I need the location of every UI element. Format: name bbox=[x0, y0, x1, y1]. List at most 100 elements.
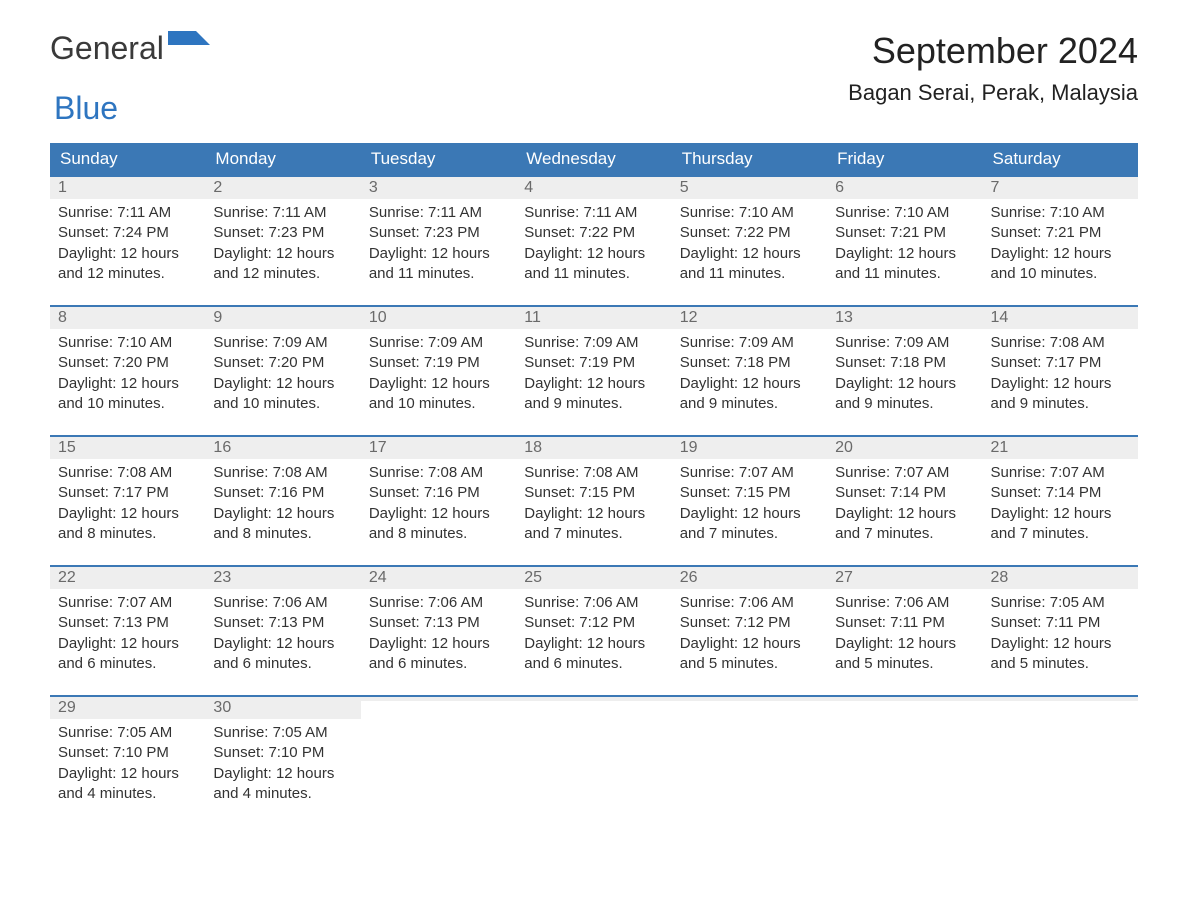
day-dl2: and 9 minutes. bbox=[524, 394, 663, 414]
day-sunrise: Sunrise: 7:06 AM bbox=[369, 593, 508, 613]
day-sunset: Sunset: 7:23 PM bbox=[369, 223, 508, 243]
day-content: Sunrise: 7:09 AMSunset: 7:18 PMDaylight:… bbox=[827, 329, 982, 422]
day-dl2: and 4 minutes. bbox=[213, 784, 352, 804]
day-number: 8 bbox=[50, 307, 205, 329]
day-dl1: Daylight: 12 hours bbox=[991, 244, 1130, 264]
day-dl2: and 8 minutes. bbox=[213, 524, 352, 544]
day-cell: 23Sunrise: 7:06 AMSunset: 7:13 PMDayligh… bbox=[205, 567, 360, 687]
days-of-week-row: Sunday Monday Tuesday Wednesday Thursday… bbox=[50, 143, 1138, 175]
day-content: Sunrise: 7:05 AMSunset: 7:11 PMDaylight:… bbox=[983, 589, 1138, 682]
day-content: Sunrise: 7:08 AMSunset: 7:17 PMDaylight:… bbox=[50, 459, 205, 552]
day-cell: 17Sunrise: 7:08 AMSunset: 7:16 PMDayligh… bbox=[361, 437, 516, 557]
day-content: Sunrise: 7:10 AMSunset: 7:21 PMDaylight:… bbox=[827, 199, 982, 292]
day-number: 10 bbox=[361, 307, 516, 329]
day-dl1: Daylight: 12 hours bbox=[58, 764, 197, 784]
day-dl1: Daylight: 12 hours bbox=[369, 504, 508, 524]
day-cell: 2Sunrise: 7:11 AMSunset: 7:23 PMDaylight… bbox=[205, 177, 360, 297]
day-content: Sunrise: 7:11 AMSunset: 7:24 PMDaylight:… bbox=[50, 199, 205, 292]
day-content: Sunrise: 7:08 AMSunset: 7:15 PMDaylight:… bbox=[516, 459, 671, 552]
day-dl1: Daylight: 12 hours bbox=[369, 634, 508, 654]
day-sunset: Sunset: 7:22 PM bbox=[524, 223, 663, 243]
day-sunrise: Sunrise: 7:06 AM bbox=[680, 593, 819, 613]
day-sunrise: Sunrise: 7:11 AM bbox=[213, 203, 352, 223]
day-dl1: Daylight: 12 hours bbox=[524, 504, 663, 524]
week-row: 29Sunrise: 7:05 AMSunset: 7:10 PMDayligh… bbox=[50, 695, 1138, 817]
day-dl2: and 11 minutes. bbox=[835, 264, 974, 284]
day-dl2: and 8 minutes. bbox=[58, 524, 197, 544]
day-number: 2 bbox=[205, 177, 360, 199]
day-content: Sunrise: 7:11 AMSunset: 7:22 PMDaylight:… bbox=[516, 199, 671, 292]
day-cell: 14Sunrise: 7:08 AMSunset: 7:17 PMDayligh… bbox=[983, 307, 1138, 427]
day-dl1: Daylight: 12 hours bbox=[524, 244, 663, 264]
day-dl2: and 6 minutes. bbox=[213, 654, 352, 674]
day-number: 9 bbox=[205, 307, 360, 329]
day-sunrise: Sunrise: 7:09 AM bbox=[213, 333, 352, 353]
day-number: 26 bbox=[672, 567, 827, 589]
day-number: 4 bbox=[516, 177, 671, 199]
day-number: 6 bbox=[827, 177, 982, 199]
day-sunset: Sunset: 7:11 PM bbox=[991, 613, 1130, 633]
day-sunset: Sunset: 7:13 PM bbox=[58, 613, 197, 633]
day-sunset: Sunset: 7:21 PM bbox=[991, 223, 1130, 243]
day-content: Sunrise: 7:06 AMSunset: 7:12 PMDaylight:… bbox=[516, 589, 671, 682]
day-cell: 9Sunrise: 7:09 AMSunset: 7:20 PMDaylight… bbox=[205, 307, 360, 427]
day-content: Sunrise: 7:05 AMSunset: 7:10 PMDaylight:… bbox=[205, 719, 360, 812]
day-sunrise: Sunrise: 7:07 AM bbox=[991, 463, 1130, 483]
day-dl2: and 10 minutes. bbox=[369, 394, 508, 414]
day-dl1: Daylight: 12 hours bbox=[835, 244, 974, 264]
day-dl1: Daylight: 12 hours bbox=[991, 374, 1130, 394]
day-sunrise: Sunrise: 7:09 AM bbox=[835, 333, 974, 353]
month-title: September 2024 bbox=[848, 30, 1138, 72]
dow-monday: Monday bbox=[205, 143, 360, 175]
day-dl2: and 9 minutes. bbox=[680, 394, 819, 414]
day-sunset: Sunset: 7:17 PM bbox=[58, 483, 197, 503]
day-dl2: and 7 minutes. bbox=[835, 524, 974, 544]
day-cell: 19Sunrise: 7:07 AMSunset: 7:15 PMDayligh… bbox=[672, 437, 827, 557]
day-cell bbox=[516, 697, 671, 817]
day-cell: 7Sunrise: 7:10 AMSunset: 7:21 PMDaylight… bbox=[983, 177, 1138, 297]
day-number: 5 bbox=[672, 177, 827, 199]
dow-tuesday: Tuesday bbox=[361, 143, 516, 175]
day-dl1: Daylight: 12 hours bbox=[680, 374, 819, 394]
day-cell: 15Sunrise: 7:08 AMSunset: 7:17 PMDayligh… bbox=[50, 437, 205, 557]
day-sunset: Sunset: 7:18 PM bbox=[835, 353, 974, 373]
day-sunrise: Sunrise: 7:07 AM bbox=[680, 463, 819, 483]
day-dl2: and 10 minutes. bbox=[213, 394, 352, 414]
day-number: 28 bbox=[983, 567, 1138, 589]
day-content: Sunrise: 7:07 AMSunset: 7:13 PMDaylight:… bbox=[50, 589, 205, 682]
day-sunrise: Sunrise: 7:09 AM bbox=[524, 333, 663, 353]
day-dl2: and 8 minutes. bbox=[369, 524, 508, 544]
day-sunrise: Sunrise: 7:06 AM bbox=[524, 593, 663, 613]
day-content: Sunrise: 7:10 AMSunset: 7:21 PMDaylight:… bbox=[983, 199, 1138, 292]
day-dl1: Daylight: 12 hours bbox=[213, 764, 352, 784]
day-dl2: and 12 minutes. bbox=[213, 264, 352, 284]
day-sunset: Sunset: 7:10 PM bbox=[58, 743, 197, 763]
day-sunset: Sunset: 7:13 PM bbox=[213, 613, 352, 633]
day-sunset: Sunset: 7:21 PM bbox=[835, 223, 974, 243]
day-number: 21 bbox=[983, 437, 1138, 459]
day-content: Sunrise: 7:05 AMSunset: 7:10 PMDaylight:… bbox=[50, 719, 205, 812]
day-sunrise: Sunrise: 7:11 AM bbox=[58, 203, 197, 223]
day-sunrise: Sunrise: 7:11 AM bbox=[369, 203, 508, 223]
day-content: Sunrise: 7:06 AMSunset: 7:13 PMDaylight:… bbox=[361, 589, 516, 682]
day-sunrise: Sunrise: 7:10 AM bbox=[680, 203, 819, 223]
day-sunset: Sunset: 7:19 PM bbox=[524, 353, 663, 373]
day-sunset: Sunset: 7:16 PM bbox=[369, 483, 508, 503]
day-sunrise: Sunrise: 7:07 AM bbox=[835, 463, 974, 483]
day-content: Sunrise: 7:10 AMSunset: 7:20 PMDaylight:… bbox=[50, 329, 205, 422]
day-dl1: Daylight: 12 hours bbox=[835, 634, 974, 654]
day-dl2: and 11 minutes. bbox=[680, 264, 819, 284]
day-cell: 18Sunrise: 7:08 AMSunset: 7:15 PMDayligh… bbox=[516, 437, 671, 557]
day-content: Sunrise: 7:09 AMSunset: 7:20 PMDaylight:… bbox=[205, 329, 360, 422]
day-number: 27 bbox=[827, 567, 982, 589]
day-dl1: Daylight: 12 hours bbox=[213, 634, 352, 654]
day-sunrise: Sunrise: 7:08 AM bbox=[369, 463, 508, 483]
day-cell bbox=[983, 697, 1138, 817]
day-dl1: Daylight: 12 hours bbox=[58, 244, 197, 264]
day-content: Sunrise: 7:11 AMSunset: 7:23 PMDaylight:… bbox=[361, 199, 516, 292]
day-number: 24 bbox=[361, 567, 516, 589]
day-sunset: Sunset: 7:14 PM bbox=[991, 483, 1130, 503]
day-cell: 13Sunrise: 7:09 AMSunset: 7:18 PMDayligh… bbox=[827, 307, 982, 427]
week-row: 15Sunrise: 7:08 AMSunset: 7:17 PMDayligh… bbox=[50, 435, 1138, 557]
day-sunrise: Sunrise: 7:05 AM bbox=[213, 723, 352, 743]
